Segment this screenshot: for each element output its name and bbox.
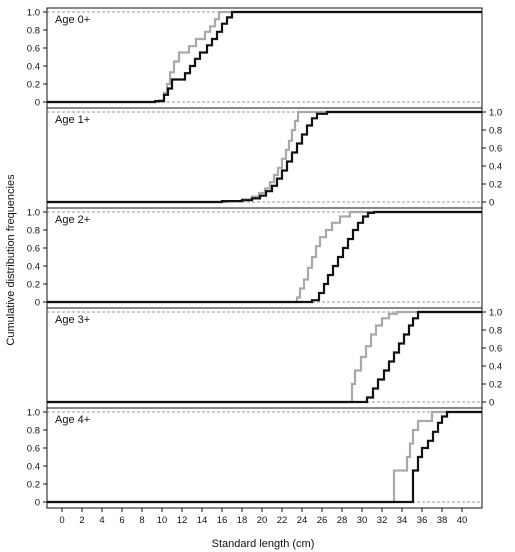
x-tick-label: 36 — [417, 515, 428, 526]
y-tick-label: 0.8 — [27, 425, 40, 436]
panel-title: Age 1+ — [55, 114, 90, 126]
x-tick-label: 34 — [397, 515, 408, 526]
y-tick-label: 0.8 — [489, 125, 502, 136]
y-tick-label: 0.8 — [27, 225, 40, 236]
y-tick-label: 0.2 — [27, 279, 40, 290]
x-tick-label: 30 — [357, 515, 368, 526]
x-tick-label: 18 — [237, 515, 248, 526]
y-tick-label: 0.4 — [489, 361, 502, 372]
x-tick-label: 38 — [437, 515, 448, 526]
x-tick-label: 32 — [377, 515, 388, 526]
y-tick-label: 0.8 — [489, 325, 502, 336]
y-tick-label: 0.6 — [489, 343, 502, 354]
panel-frame — [46, 407, 483, 509]
y-tick-label: 1.0 — [27, 407, 40, 418]
y-tick-label: 0 — [35, 297, 40, 308]
panel-frame — [46, 207, 483, 309]
panel-3: 0 0.2 0.4 0.6 0.8 1.0 Age 2+ — [27, 207, 483, 309]
y-tick-label: 0.4 — [489, 161, 502, 172]
y-tick-label: 0.4 — [27, 261, 40, 272]
x-tick-label: 0 — [59, 515, 64, 526]
y-axis-title: Cumulative distribution frequencies — [5, 174, 17, 346]
y-tick-label: 0.4 — [27, 461, 40, 472]
y-tick-label: 0.6 — [27, 43, 40, 54]
y-tick-label: 0.6 — [489, 143, 502, 154]
x-tick-label: 22 — [277, 515, 288, 526]
y-tick-label: 0.2 — [27, 479, 40, 490]
x-tick-label: 40 — [457, 515, 468, 526]
x-tick-label: 14 — [197, 515, 208, 526]
y-tick-label: 1.0 — [27, 7, 40, 18]
y-tick-label: 0.6 — [27, 443, 40, 454]
y-tick-label: 0 — [35, 97, 40, 108]
panels-layer: 0 0.2 0.4 0.6 0.8 1.0 Age 0+ 0 0.2 0.4 0.6 0.8 1.0 Ag… — [27, 7, 502, 509]
black-series-line — [47, 310, 482, 404]
x-tick-label: 2 — [79, 515, 84, 526]
y-tick-label: 1.0 — [489, 107, 502, 118]
panel-frame — [46, 7, 483, 109]
y-tick-label: 0.2 — [489, 179, 502, 190]
y-tick-label: 0 — [489, 197, 494, 208]
y-tick-label: 0.6 — [27, 243, 40, 254]
y-tick-label: 0 — [35, 497, 40, 508]
black-series-line — [47, 110, 482, 204]
x-tick-label: 24 — [297, 515, 308, 526]
y-tick-label: 1.0 — [489, 307, 502, 318]
x-tick-label: 26 — [317, 515, 328, 526]
x-tick-label: 8 — [139, 515, 144, 526]
x-tick-label: 6 — [119, 515, 124, 526]
x-tick-label: 12 — [177, 515, 188, 526]
x-tick-label: 4 — [99, 515, 104, 526]
panel-1: 0 0.2 0.4 0.6 0.8 1.0 Age 0+ — [27, 7, 483, 109]
panel-2: 0 0.2 0.4 0.6 0.8 1.0 Age 1+ — [46, 107, 502, 209]
panel-title: Age 2+ — [55, 214, 90, 226]
y-tick-label: 0 — [489, 397, 494, 408]
x-tick-label: 16 — [217, 515, 228, 526]
black-series-line — [47, 210, 482, 304]
gray-series-line — [47, 210, 482, 304]
y-tick-label: 0.4 — [27, 61, 40, 72]
x-axis: 0 2 4 6 8 10 12 14 16 18 20 22 24 26 28 30 32 34 36 38 40 — [59, 508, 467, 526]
panel-title: Age 3+ — [55, 314, 90, 326]
gray-series-line — [47, 310, 482, 404]
x-axis-title: Standard length (cm) — [212, 538, 315, 550]
panel-title: Age 4+ — [55, 414, 90, 426]
y-tick-label: 0.2 — [489, 379, 502, 390]
black-series-line — [47, 410, 482, 504]
panel-4: 0 0.2 0.4 0.6 0.8 1.0 Age 3+ — [46, 307, 502, 409]
y-tick-label: 0.2 — [27, 79, 40, 90]
panel-frame — [46, 307, 483, 409]
panel-title: Age 0+ — [55, 14, 90, 26]
panel-5: 0 0.2 0.4 0.6 0.8 1.0 Age 4+ — [27, 407, 483, 509]
gray-series-line — [47, 110, 482, 204]
x-tick-label: 28 — [337, 515, 348, 526]
y-tick-label: 1.0 — [27, 207, 40, 218]
gray-series-line — [47, 10, 482, 104]
black-series-line — [47, 10, 482, 104]
gray-series-line — [47, 410, 482, 504]
x-tick-label: 20 — [257, 515, 268, 526]
y-tick-label: 0.8 — [27, 25, 40, 36]
x-tick-label: 10 — [157, 515, 168, 526]
